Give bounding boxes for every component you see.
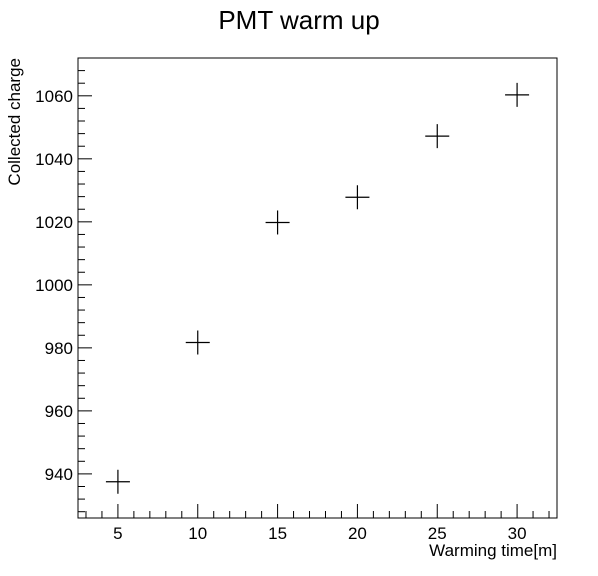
y-tick-label: 1040 (35, 150, 73, 169)
x-tick-label: 15 (268, 524, 287, 543)
y-tick-label: 940 (45, 465, 73, 484)
data-point (105, 469, 130, 494)
x-tick-label: 5 (113, 524, 122, 543)
x-axis-label: Warming time[m] (429, 541, 557, 560)
data-points-group (105, 82, 530, 494)
x-tick-label: 10 (188, 524, 207, 543)
y-tick-label: 1000 (35, 276, 73, 295)
data-point (505, 82, 530, 107)
x-tick-label: 25 (428, 524, 447, 543)
data-point (265, 210, 290, 235)
x-tick-label: 20 (348, 524, 367, 543)
chart-title: PMT warm up (218, 5, 379, 35)
x-tick-label: 30 (508, 524, 527, 543)
axes-group: 5 10 15 20 25 30 940 960 980 1000 1020 1040 1060 (35, 57, 550, 543)
plot-frame (77, 57, 558, 519)
y-tick-label: 960 (45, 402, 73, 421)
y-tick-label: 1060 (35, 87, 73, 106)
data-point (345, 185, 370, 210)
data-point (185, 330, 210, 355)
y-tick-label: 1020 (35, 213, 73, 232)
y-tick-label: 980 (45, 339, 73, 358)
y-axis-label: Collected charge (5, 58, 24, 186)
data-point (425, 124, 450, 149)
